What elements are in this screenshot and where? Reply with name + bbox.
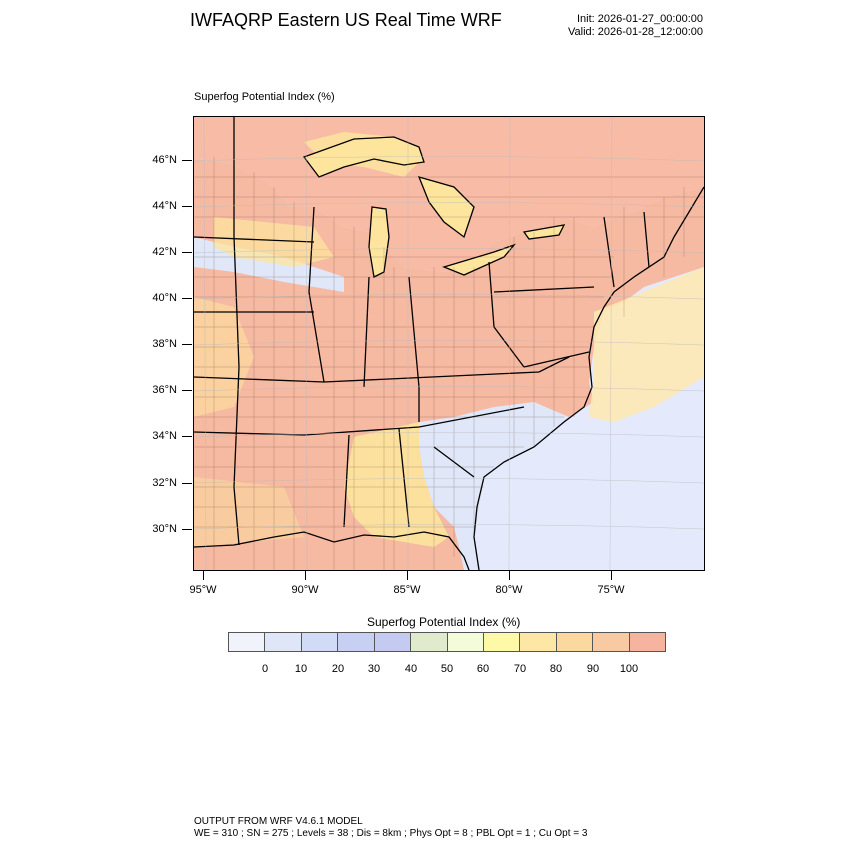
colorbar-label: 90 [586, 663, 600, 675]
page-title: IWFAQRP Eastern US Real Time WRF [190, 10, 502, 30]
south-mid-patch [194, 477, 304, 547]
graticule [193, 116, 705, 571]
colorbar-segment [338, 633, 375, 651]
lon-tick [203, 570, 204, 580]
lon-tick [611, 570, 612, 580]
footer-line-2: WE = 310 ; SN = 275 ; Levels = 38 ; Dis … [194, 828, 588, 839]
lat-tick [182, 298, 192, 299]
colorbar-label: 70 [513, 663, 527, 675]
lat-label-34: 34°N [152, 430, 177, 442]
map-svg [193, 116, 705, 571]
lat-tick [182, 436, 192, 437]
colorbar-segment [229, 633, 266, 651]
lake-erie [442, 243, 517, 276]
colorbar-segment [374, 633, 412, 651]
colorbar-label: 20 [331, 663, 345, 675]
lat-tick [182, 160, 192, 161]
lon-label-85: 85°W [393, 584, 421, 596]
lon-tick [509, 570, 510, 580]
lat-label-46: 46°N [152, 154, 177, 166]
us-land-high [194, 159, 704, 570]
lat-tick [182, 529, 192, 530]
lon-label-75: 75°W [597, 584, 625, 596]
colorbar-segment [593, 633, 630, 651]
colorbar-segment [520, 633, 557, 651]
colorbar-label: 40 [404, 663, 418, 675]
lon-tick [407, 570, 408, 580]
colorbar [228, 632, 666, 652]
lat-label-44: 44°N [152, 200, 177, 212]
colorbar-segment [447, 633, 484, 651]
lat-tick [182, 344, 192, 345]
colorbar-segment [301, 633, 339, 651]
lat-label-36: 36°N [152, 384, 177, 396]
lat-tick [182, 390, 192, 391]
model-footer: OUTPUT FROM WRF V4.6.1 MODEL WE = 310 ; … [194, 816, 587, 840]
colorbar-label: 100 [619, 663, 639, 675]
lat-label-42: 42°N [152, 246, 177, 258]
lat-label-40: 40°N [152, 292, 177, 304]
timestamp-block: Init: 2026-01-27_00:00:00 Valid: 2026-01… [568, 13, 703, 39]
colorbar-segment [265, 633, 302, 651]
lon-label-80: 80°W [495, 584, 523, 596]
colorbar-segment [629, 633, 666, 651]
lon-label-90: 90°W [291, 584, 319, 596]
map-panel [193, 116, 705, 571]
colorbar-segment [411, 633, 448, 651]
lat-label-32: 32°N [152, 477, 177, 489]
lat-tick [182, 206, 192, 207]
lon-tick [305, 570, 306, 580]
lon-label-95: 95°W [189, 584, 217, 596]
colorbar-label: 60 [476, 663, 490, 675]
colorbar-segment [483, 633, 521, 651]
colorbar-label: 80 [549, 663, 563, 675]
colorbar-label: 10 [294, 663, 308, 675]
lat-label-38: 38°N [152, 338, 177, 350]
plot-label: Superfog Potential Index (%) [194, 91, 335, 103]
colorbar-segment [556, 633, 594, 651]
ocean-yellow-band [589, 267, 704, 422]
southeast-low-region [419, 402, 569, 570]
lat-tick [182, 483, 192, 484]
valid-time: Valid: 2026-01-28_12:00:00 [568, 26, 703, 38]
southeast-mid-region [344, 422, 449, 547]
lat-tick [182, 252, 192, 253]
colorbar-label: 50 [440, 663, 454, 675]
county-grid [194, 157, 704, 570]
init-time: Init: 2026-01-27_00:00:00 [577, 13, 703, 25]
lake-huron [417, 176, 475, 239]
colorbar-title: Superfog Potential Index (%) [367, 615, 521, 629]
colorbar-label: 30 [367, 663, 381, 675]
colorbar-label: 0 [261, 663, 269, 675]
footer-line-1: OUTPUT FROM WRF V4.6.1 MODEL [194, 816, 363, 827]
lat-label-30: 30°N [152, 523, 177, 535]
